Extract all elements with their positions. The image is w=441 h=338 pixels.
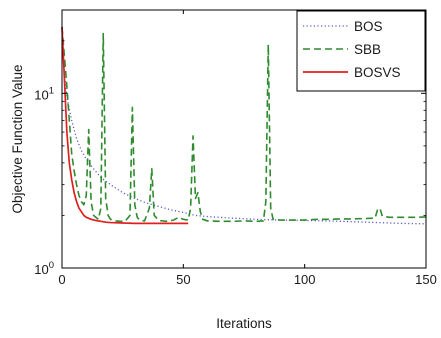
series-line-bosvs [61, 26, 189, 225]
legend: BOS SBB BOSVS [296, 10, 426, 92]
x-tick-label: 0 [58, 272, 65, 287]
x-tick-label: 100 [294, 272, 316, 287]
y-axis-label: Objective Function Value [10, 64, 25, 213]
x-axis-label: Iterations [216, 316, 272, 331]
x-tick-label: 50 [176, 272, 190, 287]
y-tick-label: 100 [34, 260, 54, 277]
tick-layer: 0 50 100 150 100 101 [34, 9, 437, 287]
plot-frame [61, 9, 427, 269]
legend-label-bos: BOS [354, 19, 383, 34]
x-tick-label: 150 [415, 272, 437, 287]
legend-label-bosvs: BOSVS [354, 65, 401, 80]
legend-label-sbb: SBB [354, 42, 381, 57]
y-tick-label: 101 [34, 85, 54, 102]
series-line-sbb [61, 26, 427, 223]
series-layer [61, 26, 427, 225]
legend-box [296, 10, 426, 92]
